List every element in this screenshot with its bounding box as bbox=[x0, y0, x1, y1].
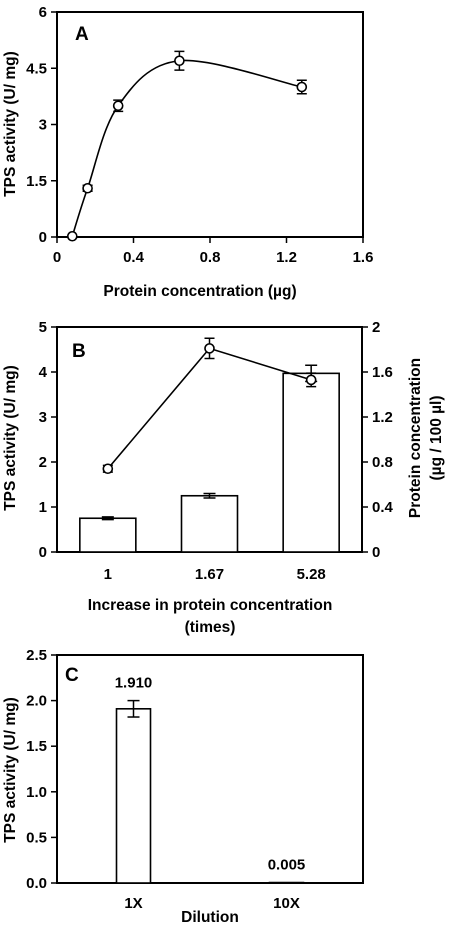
panel-b-bar bbox=[282, 372, 340, 553]
panel-b-y2-tick-label: 0.8 bbox=[372, 454, 393, 471]
panel-a-series-line bbox=[71, 59, 302, 237]
panel-c-letter: C bbox=[65, 665, 79, 686]
panel-b-x-axis-label-line2: (times) bbox=[185, 619, 236, 636]
panel-b-y2-tick-label: 1.2 bbox=[372, 409, 393, 426]
panel-a-y-tick-label: 6 bbox=[39, 4, 47, 21]
panel-c-chart: C Dilution TPS activity (U/ mg) 1X 10X 0.… bbox=[2, 647, 364, 926]
panel-a-x-tick-label: 0 bbox=[53, 249, 61, 266]
panel-b-data-point bbox=[102, 463, 114, 475]
panel-a-x-tick-label: 1.6 bbox=[353, 249, 374, 266]
panel-a-series bbox=[67, 50, 308, 242]
panel-a-letter: A bbox=[75, 24, 89, 45]
panel-a-data-point bbox=[67, 230, 78, 242]
panel-b-y2-ticks: 0 0.4 0.8 1.2 1.6 2 bbox=[362, 319, 394, 561]
panel-a-x-tick-label: 0.8 bbox=[200, 249, 221, 266]
panel-b-chart: B Increase in protein concentration (tim… bbox=[2, 319, 445, 636]
panel-c-y-tick-label: 2.0 bbox=[26, 693, 47, 710]
panel-a-data-point bbox=[82, 182, 93, 194]
panel-b-y2-tick-label: 1.6 bbox=[372, 364, 393, 381]
panel-a-x-ticks: 0 0.4 0.8 1.2 1.6 bbox=[53, 237, 374, 266]
panel-a-x-tick-label: 1.2 bbox=[276, 249, 297, 266]
panel-b-x-axis-label-line1: Increase in protein concentration bbox=[88, 597, 333, 614]
panel-b-y-tick-label: 3 bbox=[39, 409, 47, 426]
panel-a-frame bbox=[56, 11, 364, 238]
panel-c-x-tick-label: 10X bbox=[273, 895, 300, 912]
panel-c-x-ticks: 1X 10X bbox=[124, 895, 300, 912]
panel-b-data-point bbox=[305, 374, 317, 386]
panel-b-series-line bbox=[107, 347, 312, 470]
panel-b-y2-axis-label-line1: Protein concentration bbox=[407, 358, 424, 518]
panel-c-x-axis-label: Dilution bbox=[181, 909, 239, 926]
panel-c-y-axis-label: TPS activity (U/ mg) bbox=[2, 697, 19, 843]
panel-b-data-point bbox=[204, 343, 215, 354]
panel-b-x-tick-label: 1.67 bbox=[195, 566, 224, 583]
panel-c-y-tick-label: 0.5 bbox=[26, 829, 47, 846]
panel-b-x-ticks: 1 1.67 5.28 bbox=[104, 566, 326, 583]
panel-c-frame bbox=[56, 654, 364, 884]
panel-a-x-axis-label: Protein concentration (µg) bbox=[103, 283, 296, 300]
panel-c-x-tick-label: 1X bbox=[124, 895, 142, 912]
panel-c-y-tick-label: 0.0 bbox=[26, 875, 47, 892]
panel-a-x-tick-label: 0.4 bbox=[123, 249, 145, 266]
panel-a-data-point bbox=[112, 100, 124, 112]
panel-b-x-tick-label: 5.28 bbox=[297, 566, 326, 583]
panel-b-bar bbox=[180, 494, 239, 553]
panel-a-y-tick-label: 1.5 bbox=[26, 173, 47, 190]
panel-b-series bbox=[79, 337, 340, 553]
panel-b-y-tick-label: 1 bbox=[39, 499, 47, 516]
panel-b-y-tick-label: 0 bbox=[39, 544, 47, 561]
panel-b-y2-tick-label: 0 bbox=[372, 544, 380, 561]
panel-c-y-tick-label: 1.5 bbox=[26, 738, 47, 755]
panel-a-data-point bbox=[296, 81, 308, 93]
panel-b-y-tick-label: 2 bbox=[39, 454, 47, 471]
panel-c-data-label: 1.910 bbox=[115, 675, 153, 692]
panel-a-y-ticks: 0 1.5 3 4.5 6 bbox=[26, 4, 57, 246]
panel-a-y-tick-label: 0 bbox=[39, 229, 47, 246]
panel-a-chart: A Protein concentration (µg) TPS activit… bbox=[2, 4, 373, 300]
panel-b-y-ticks: 0 1 2 3 4 5 bbox=[39, 319, 57, 561]
panel-c-series: 1.910 0.005 bbox=[115, 675, 306, 884]
panel-a-y-tick-label: 4.5 bbox=[26, 60, 47, 77]
panel-b-y2-tick-label: 0.4 bbox=[372, 499, 394, 516]
panel-c-data-label: 0.005 bbox=[268, 857, 306, 874]
panel-b-letter: B bbox=[72, 341, 86, 362]
panel-a-data-point bbox=[174, 55, 185, 67]
panel-b-y-axis-label: TPS activity (U/ mg) bbox=[2, 365, 19, 511]
panel-a-y-axis-label: TPS activity (U/ mg) bbox=[2, 51, 19, 197]
panel-c-bar bbox=[115, 708, 152, 884]
panel-c-y-ticks: 0.0 0.5 1.0 1.5 2.0 2.5 bbox=[26, 647, 57, 892]
panel-b-x-tick-label: 1 bbox=[104, 566, 112, 583]
panel-b-y-tick-label: 4 bbox=[39, 364, 48, 381]
panel-b-bar bbox=[79, 517, 137, 553]
panel-b-y-tick-label: 5 bbox=[39, 319, 47, 336]
panel-c-y-tick-label: 1.0 bbox=[26, 784, 47, 801]
panel-c-y-tick-label: 2.5 bbox=[26, 647, 47, 664]
panel-b-y2-axis-label-line2: (µg / 100 µl) bbox=[428, 395, 445, 480]
panel-a-y-tick-label: 3 bbox=[39, 117, 47, 134]
panel-b-y2-tick-label: 2 bbox=[372, 319, 380, 336]
